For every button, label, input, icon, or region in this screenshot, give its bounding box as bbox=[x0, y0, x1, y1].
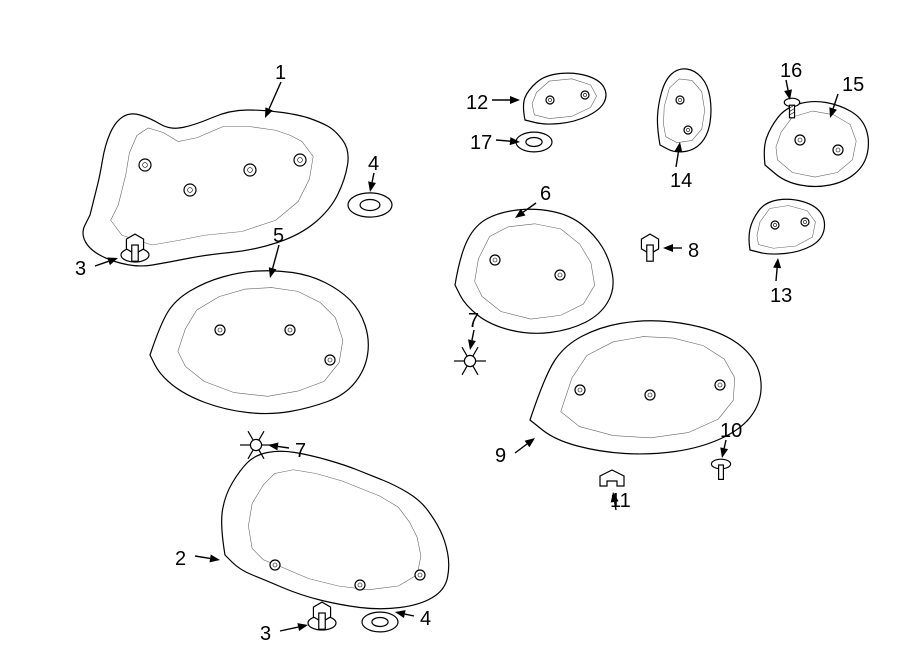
diagram-stage: 1233445677891011121314151617 bbox=[0, 0, 900, 662]
arrows-layer bbox=[0, 0, 900, 662]
